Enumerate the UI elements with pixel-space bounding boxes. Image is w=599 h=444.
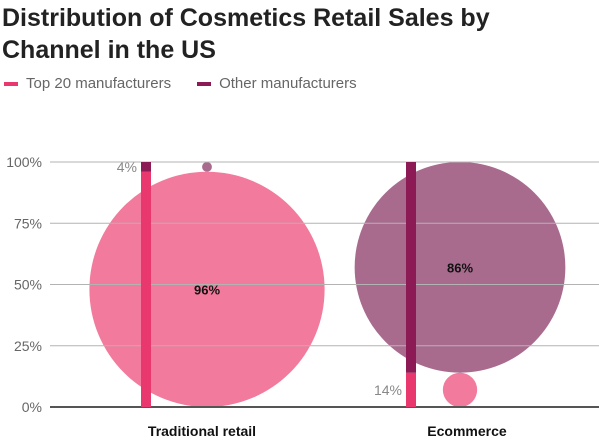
category-label-1: Ecommerce	[427, 423, 507, 439]
y-tick-label-1: 25%	[14, 338, 42, 354]
legend-item-other: Other manufacturers	[197, 75, 357, 92]
category-label-0: Traditional retail	[148, 423, 256, 439]
data-label-0-0: 96%	[194, 282, 220, 297]
bar-segment-1-1	[406, 162, 416, 373]
legend-swatch-top20	[4, 81, 18, 86]
data-label-0-1: 4%	[117, 159, 137, 175]
data-label-1-1: 86%	[447, 260, 473, 275]
data-label-1-0: 14%	[374, 382, 402, 398]
legend-item-top20: Top 20 manufacturers	[4, 75, 171, 92]
bubble-0-1	[202, 162, 212, 172]
y-tick-label-3: 75%	[14, 215, 42, 231]
legend: Top 20 manufacturers Other manufacturers	[4, 75, 357, 92]
legend-swatch-other	[197, 81, 212, 86]
legend-label-top20: Top 20 manufacturers	[26, 75, 172, 92]
y-tick-label-2: 50%	[14, 277, 42, 293]
y-tick-label-0: 0%	[22, 399, 42, 415]
bubble-1-0	[442, 372, 478, 407]
bar-segment-1-0	[406, 372, 416, 407]
legend-label-other: Other manufacturers	[219, 75, 357, 92]
chart-title: Distribution of Cosmetics Retail Sales b…	[2, 4, 490, 64]
bar-segment-0-1	[141, 162, 151, 172]
bar-segment-0-0	[141, 171, 151, 407]
y-tick-label-4: 100%	[6, 154, 42, 170]
